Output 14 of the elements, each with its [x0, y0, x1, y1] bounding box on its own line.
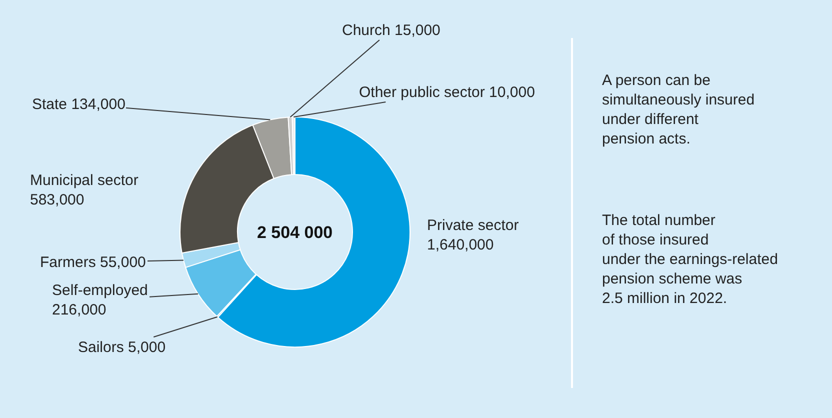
slice-label: Church 15,000	[342, 22, 440, 39]
text: A person can be simultaneously insured under different pension acts.	[602, 72, 755, 148]
data-label: 1,640,000	[427, 236, 494, 254]
slice-label: Farmers 55,000	[40, 254, 146, 271]
data-label: 583,000	[30, 192, 84, 208]
slice-label: Self-employed	[52, 282, 148, 299]
slice-label: Private sector	[427, 217, 519, 234]
slice-label: Other public sector 10,000	[359, 84, 535, 101]
text: 2 504 000	[257, 223, 333, 242]
slice-label: Municipal sector	[30, 172, 138, 189]
text: The total number of those insured under the earnings-related pension scheme was 2.5 million in 2022.	[602, 212, 778, 307]
slice-label: Sailors 5,000	[78, 339, 166, 356]
data-label: 216,000	[52, 302, 106, 318]
slice-label: State 134,000	[32, 96, 126, 113]
